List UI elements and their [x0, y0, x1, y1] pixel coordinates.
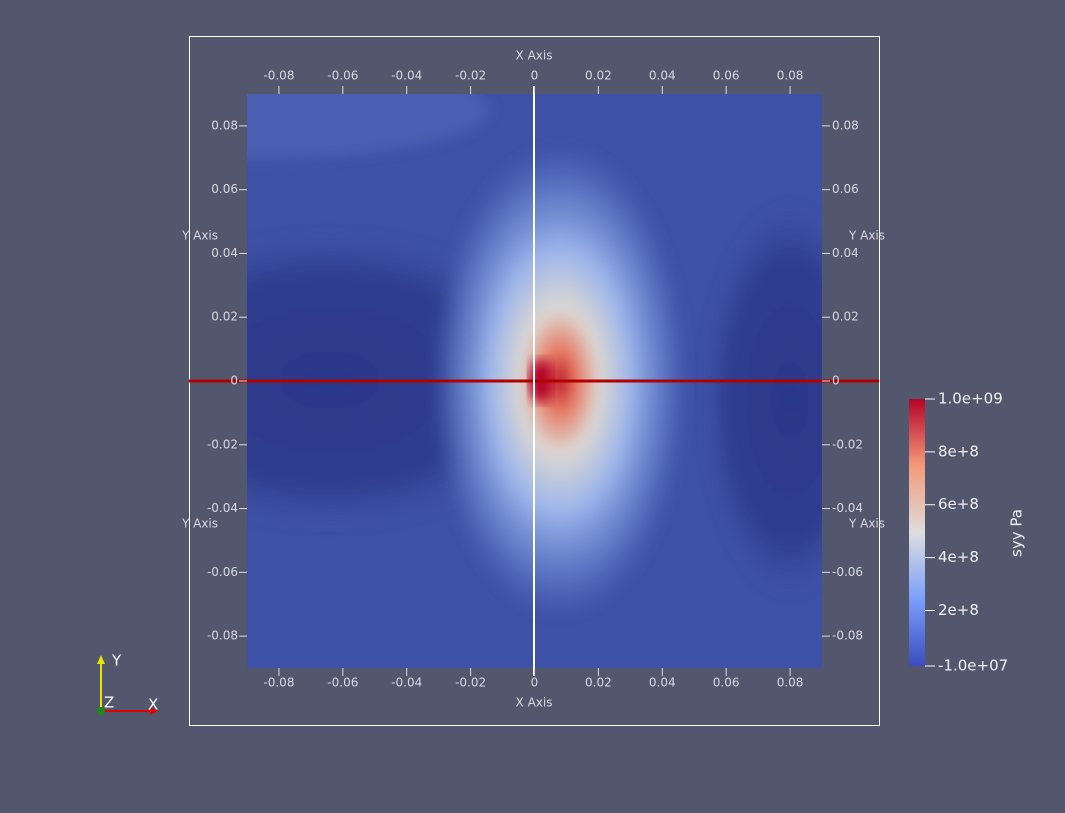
colorbar-tick-label: 4e+8: [938, 548, 979, 566]
x-tick-label: 0.06: [713, 69, 740, 83]
y-axis-title: Y Axis: [181, 517, 218, 531]
y-axis-title: Y Axis: [848, 229, 885, 243]
x-tick-label: -0.02: [455, 69, 486, 83]
triad-label: Y: [111, 652, 122, 670]
y-tick-label: 0.02: [211, 310, 238, 324]
colorbar-ramp: [909, 399, 925, 666]
triad-label: X: [148, 696, 158, 714]
y-tick-label: -0.04: [207, 501, 238, 515]
colorbar-tick-label: 1.0e+09: [938, 390, 1003, 408]
y-tick-label: 0: [230, 374, 238, 388]
orientation-triad: Y X Z: [97, 652, 158, 715]
x-tick-label: -0.04: [391, 69, 422, 83]
x-tick-label: 0.06: [713, 676, 740, 690]
x-axis-title: X Axis: [516, 696, 553, 710]
x-tick-label: 0.04: [649, 676, 676, 690]
x-tick-label: 0.02: [585, 69, 612, 83]
y-axis-title: Y Axis: [181, 229, 218, 243]
y-tick-label: -0.06: [832, 565, 863, 579]
colorbar-tick-label: 2e+8: [938, 601, 979, 619]
y-tick-label: 0.02: [832, 310, 859, 324]
x-tick-label: -0.06: [327, 69, 358, 83]
y-tick-label: -0.04: [832, 501, 863, 515]
y-tick-label: 0.06: [832, 182, 859, 196]
y-tick-label: -0.02: [832, 437, 863, 451]
x-tick-label: -0.06: [327, 676, 358, 690]
colorbar-tick-label: 8e+8: [938, 442, 979, 460]
y-tick-label: -0.08: [832, 629, 863, 643]
x-tick-label: 0.08: [777, 69, 804, 83]
x-tick-label: 0.04: [649, 69, 676, 83]
colorbar-tick-label: 6e+8: [938, 495, 979, 513]
y-tick-label: 0.04: [211, 246, 238, 260]
x-tick-label: -0.02: [455, 676, 486, 690]
y-tick-label: 0.08: [832, 118, 859, 132]
x-tick-label: 0: [531, 676, 539, 690]
field: [247, 94, 822, 668]
colorbar-tick-label: -1.0e+07: [938, 657, 1008, 675]
y-tick-label: 0.04: [832, 246, 859, 260]
x-tick-label: -0.08: [263, 69, 294, 83]
y-axis-title: Y Axis: [848, 517, 885, 531]
y-tick-label: -0.02: [207, 437, 238, 451]
colorbar: syy Pa 1.0e+09 8e+8 6e+8 4e+8 2e+8 -1.0e+07: [909, 390, 1026, 675]
y-tick-label: 0.06: [211, 182, 238, 196]
y-tick-label: 0.08: [211, 118, 238, 132]
x-axis-title: X Axis: [516, 49, 553, 63]
y-tick-label: -0.06: [207, 565, 238, 579]
x-tick-label: 0.02: [585, 676, 612, 690]
y-tick-label: 0: [832, 374, 840, 388]
x-tick-label: -0.04: [391, 676, 422, 690]
y-tick-label: -0.08: [207, 629, 238, 643]
triad-label: Z: [104, 694, 114, 712]
colorbar-title: syy Pa: [1008, 509, 1026, 557]
x-tick-label: 0.08: [777, 676, 804, 690]
x-tick-label: 0: [531, 69, 539, 83]
x-tick-label: -0.08: [263, 676, 294, 690]
